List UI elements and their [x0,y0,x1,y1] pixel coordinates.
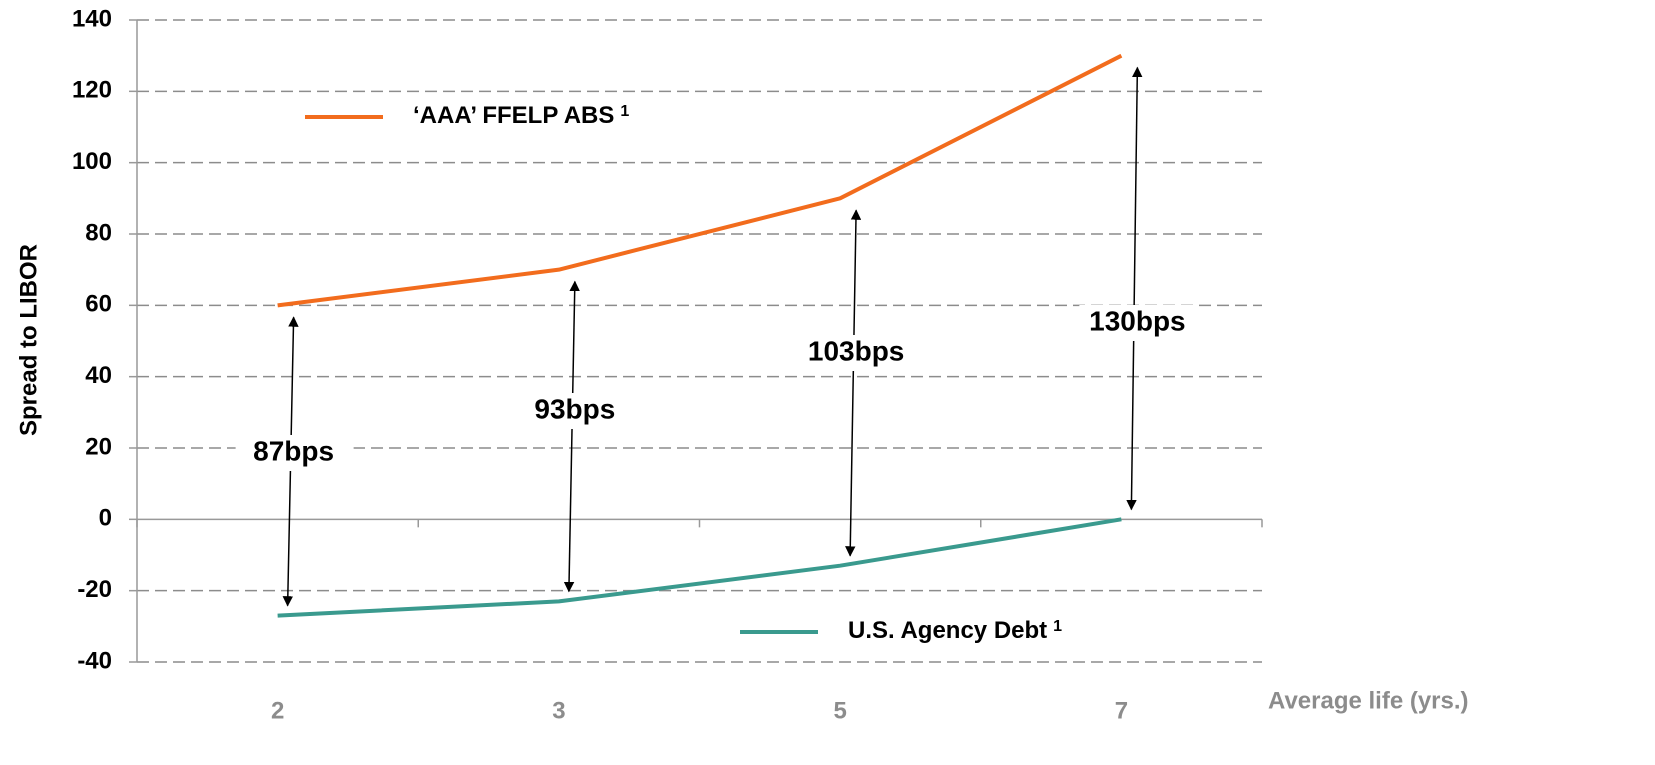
y-tick-label: 60 [85,291,112,318]
x-axis-label: Average life (yrs.) [1268,687,1469,714]
spread-label: 93bps [534,393,615,424]
y-tick-label: -20 [77,576,112,603]
label-bg [516,393,635,429]
spread-label: 130bps [1089,305,1186,336]
spread-label: 87bps [253,435,334,466]
label-bg [798,335,917,371]
legend-footnote: 1 [1053,618,1062,635]
label-bg [1079,305,1198,341]
x-tick-label: 5 [833,697,846,724]
y-tick-label: 0 [99,505,112,532]
y-tick-label: -40 [77,647,112,674]
label-bg [235,435,354,471]
y-tick-label: 20 [85,433,112,460]
spread-arrow [845,209,862,557]
spread-arrow [1126,66,1143,511]
spread-arrow [563,280,580,593]
line [277,517,1122,618]
x-tick-label: 7 [1115,697,1128,724]
y-axis-label: Spread to LIBOR [15,244,42,436]
legend-name: ‘AAA’ FFELP ABS [413,102,614,129]
y-tick-label: 80 [85,219,112,246]
line [277,53,1123,308]
x-tick-label: 2 [271,697,284,724]
y-tick-label: 40 [85,362,112,389]
legend-label: ‘AAA’ FFELP ABS 1 [413,102,629,129]
y-tick-label: 120 [72,77,112,104]
legend-label: U.S. Agency Debt 1 [848,617,1062,644]
legend-footnote: 1 [620,103,629,120]
spread-label: 103bps [808,335,905,366]
y-tick-label: 140 [72,5,112,32]
y-tick-label: 100 [72,148,112,175]
x-tick-label: 3 [552,697,565,724]
legend-name: U.S. Agency Debt [848,617,1047,644]
